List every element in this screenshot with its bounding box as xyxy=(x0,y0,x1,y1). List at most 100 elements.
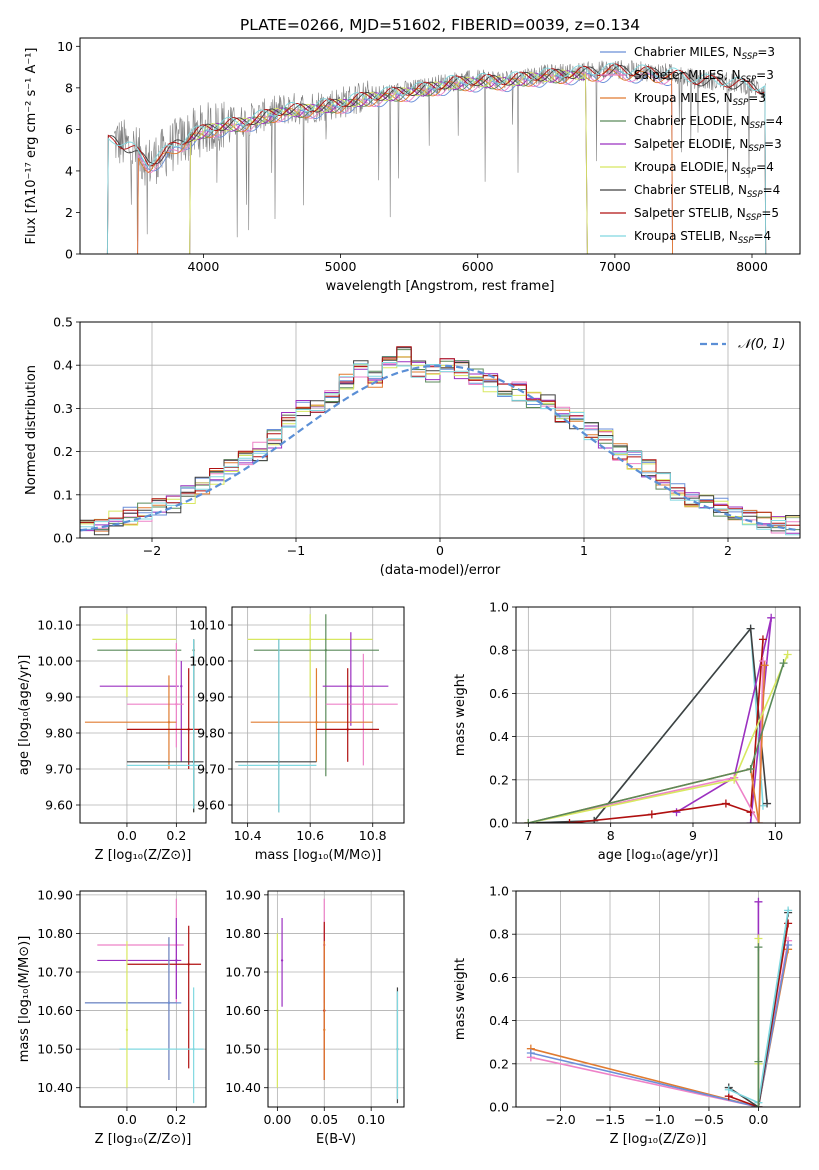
weight-marker xyxy=(779,659,788,668)
axes-frame xyxy=(79,37,801,255)
weight-marker xyxy=(754,897,763,906)
y-tick-label: 9.60 xyxy=(45,798,73,813)
legend-label-end: =3 xyxy=(757,45,775,59)
y-tick-label: 1.0 xyxy=(489,600,509,615)
legend-label-end: =5 xyxy=(761,206,779,220)
legend-label-main: Kroupa STELIB, N xyxy=(634,229,738,243)
data-point xyxy=(125,1028,129,1032)
data-point xyxy=(308,638,312,641)
legend-label-end: =4 xyxy=(756,160,774,174)
x-tick-label: 5000 xyxy=(325,259,357,274)
y-tick-label: 0.1 xyxy=(53,487,73,502)
data-point xyxy=(349,685,353,688)
data-point xyxy=(167,721,171,724)
x-tick-label: 0 xyxy=(436,543,444,558)
x-tick-label: −1.0 xyxy=(644,1112,674,1127)
y-tick-label: 10.10 xyxy=(189,618,225,633)
y-tick-label: 0.0 xyxy=(489,1100,509,1115)
axes-frame xyxy=(79,606,207,824)
y-tick-label: 0.5 xyxy=(53,315,73,330)
x-tick-label: 6000 xyxy=(462,259,494,274)
data-point xyxy=(324,649,328,652)
panel-3: 0.0 0.2 9.60 9.70 9.80 9.90 10.00 10.10 Z [log₁₀… xyxy=(17,606,207,863)
x-axis-label: (data-model)/error xyxy=(380,563,501,578)
x-tick-label: −1.5 xyxy=(595,1112,625,1127)
y-tick-label: 0.3 xyxy=(53,401,73,416)
y-tick-label: 10.50 xyxy=(37,1042,73,1057)
x-axis-label: mass [log₁₀(M/M⊙)] xyxy=(255,848,382,863)
legend-label: Kroupa MILES, NSSP=3 xyxy=(634,91,766,108)
x-tick-label: 1 xyxy=(580,543,588,558)
y-tick-label: 10.50 xyxy=(225,1042,261,1057)
y-tick-label: 9.90 xyxy=(45,690,73,705)
model-line-3 xyxy=(137,69,673,254)
y-tick-label: 9.70 xyxy=(45,762,73,777)
legend-label-sub: SSP xyxy=(741,167,757,177)
weight-line-4 xyxy=(728,923,789,1107)
axes-frame xyxy=(515,606,801,824)
y-tick-label: 0.4 xyxy=(53,358,73,373)
legend-label: Chabrier MILES, NSSP=3 xyxy=(634,45,775,62)
y-tick-label: 0.2 xyxy=(489,1056,509,1071)
legend-label-end: =4 xyxy=(754,229,772,243)
y-tick-label: 10.60 xyxy=(225,1003,261,1018)
x-tick-label: 0.00 xyxy=(263,1112,291,1127)
x-tick-label: 4000 xyxy=(188,259,220,274)
legend-label-end: =4 xyxy=(763,183,781,197)
weight-marker xyxy=(746,765,755,773)
figure-title: PLATE=0266, MJD=51602, FIBERID=0039, z=0… xyxy=(240,16,640,34)
panel-7: 0.00 0.05 0.10 10.40 10.50 10.60 10.70 10.80 10.… xyxy=(225,887,405,1147)
legend: 𝒩(0, 1) xyxy=(700,337,785,352)
legend-label-end: =3 xyxy=(748,91,766,105)
weight-marker xyxy=(672,808,681,817)
data-point xyxy=(175,959,178,962)
x-tick-label: 10 xyxy=(767,828,783,843)
model-line-9 xyxy=(106,62,767,254)
panel-2: −2 −1 0 1 2 0.0 0.1 0.2 0.3 0.4 0.5 (data-model)/er… xyxy=(24,315,801,578)
y-axis-label: age [log₁₀(age/yr)] xyxy=(17,655,32,776)
weight-marker xyxy=(754,1103,763,1107)
legend-label-main: Kroupa MILES, N xyxy=(634,91,733,105)
weight-marker xyxy=(784,941,793,949)
x-tick-label: −1 xyxy=(287,543,305,558)
y-tick-label: 10.90 xyxy=(225,887,261,902)
weight-marker xyxy=(758,635,767,644)
legend-label-sub: SSP xyxy=(747,190,763,200)
y-tick-label: 0.0 xyxy=(53,531,73,546)
panel-6: 0.0 0.2 10.40 10.50 10.60 10.70 10.80 10.90 Z [l… xyxy=(17,887,207,1147)
plot-area xyxy=(524,613,792,823)
data-point xyxy=(187,728,190,731)
weight-marker xyxy=(754,1057,763,1066)
y-axis-label: mass weight xyxy=(453,958,468,1040)
y-tick-label: 0.6 xyxy=(489,970,509,985)
y-tick-label: 9.80 xyxy=(45,726,73,741)
y-tick-label: 9.90 xyxy=(197,690,225,705)
legend-label: Chabrier STELIB, NSSP=4 xyxy=(634,183,780,200)
legend-label: Salpeter STELIB, NSSP=5 xyxy=(634,206,779,223)
panel-8: −2.0 −1.5 −1.0 −0.5 0.0 0.0 0.2 0.4 0.6 0.8 1.0 Z [… xyxy=(453,884,801,1147)
x-tick-label: −2 xyxy=(143,543,161,558)
x-tick-label: 0.2 xyxy=(166,828,186,843)
weight-marker xyxy=(760,661,769,670)
data-point xyxy=(346,728,349,731)
plot-area xyxy=(84,898,204,1104)
x-tick-label: 2 xyxy=(724,543,732,558)
plot-area xyxy=(84,614,204,813)
weight-marker xyxy=(783,650,792,659)
legend-label-end: =3 xyxy=(756,68,774,82)
legend-label-main: Chabrier MILES, N xyxy=(634,45,742,59)
weight-marker xyxy=(758,657,767,665)
weight-line-6 xyxy=(528,665,766,823)
y-tick-label: 9.60 xyxy=(197,798,225,813)
panel-5: 7 8 9 10 0.0 0.2 0.4 0.6 0.8 1.0 age [log₁₀(age/yr… xyxy=(453,600,801,863)
weight-marker xyxy=(767,613,776,622)
y-axis-label: Flux [fλ10⁻¹⁷ erg cm⁻² s⁻¹ A⁻¹] xyxy=(24,48,39,245)
y-tick-label: 0.8 xyxy=(489,927,509,942)
weight-line-2 xyxy=(528,626,768,823)
x-tick-label: 10.4 xyxy=(234,828,262,843)
axes-frame xyxy=(515,890,801,1108)
plot-area xyxy=(80,346,800,536)
legend-label-main: Kroupa ELODIE, N xyxy=(634,160,741,174)
